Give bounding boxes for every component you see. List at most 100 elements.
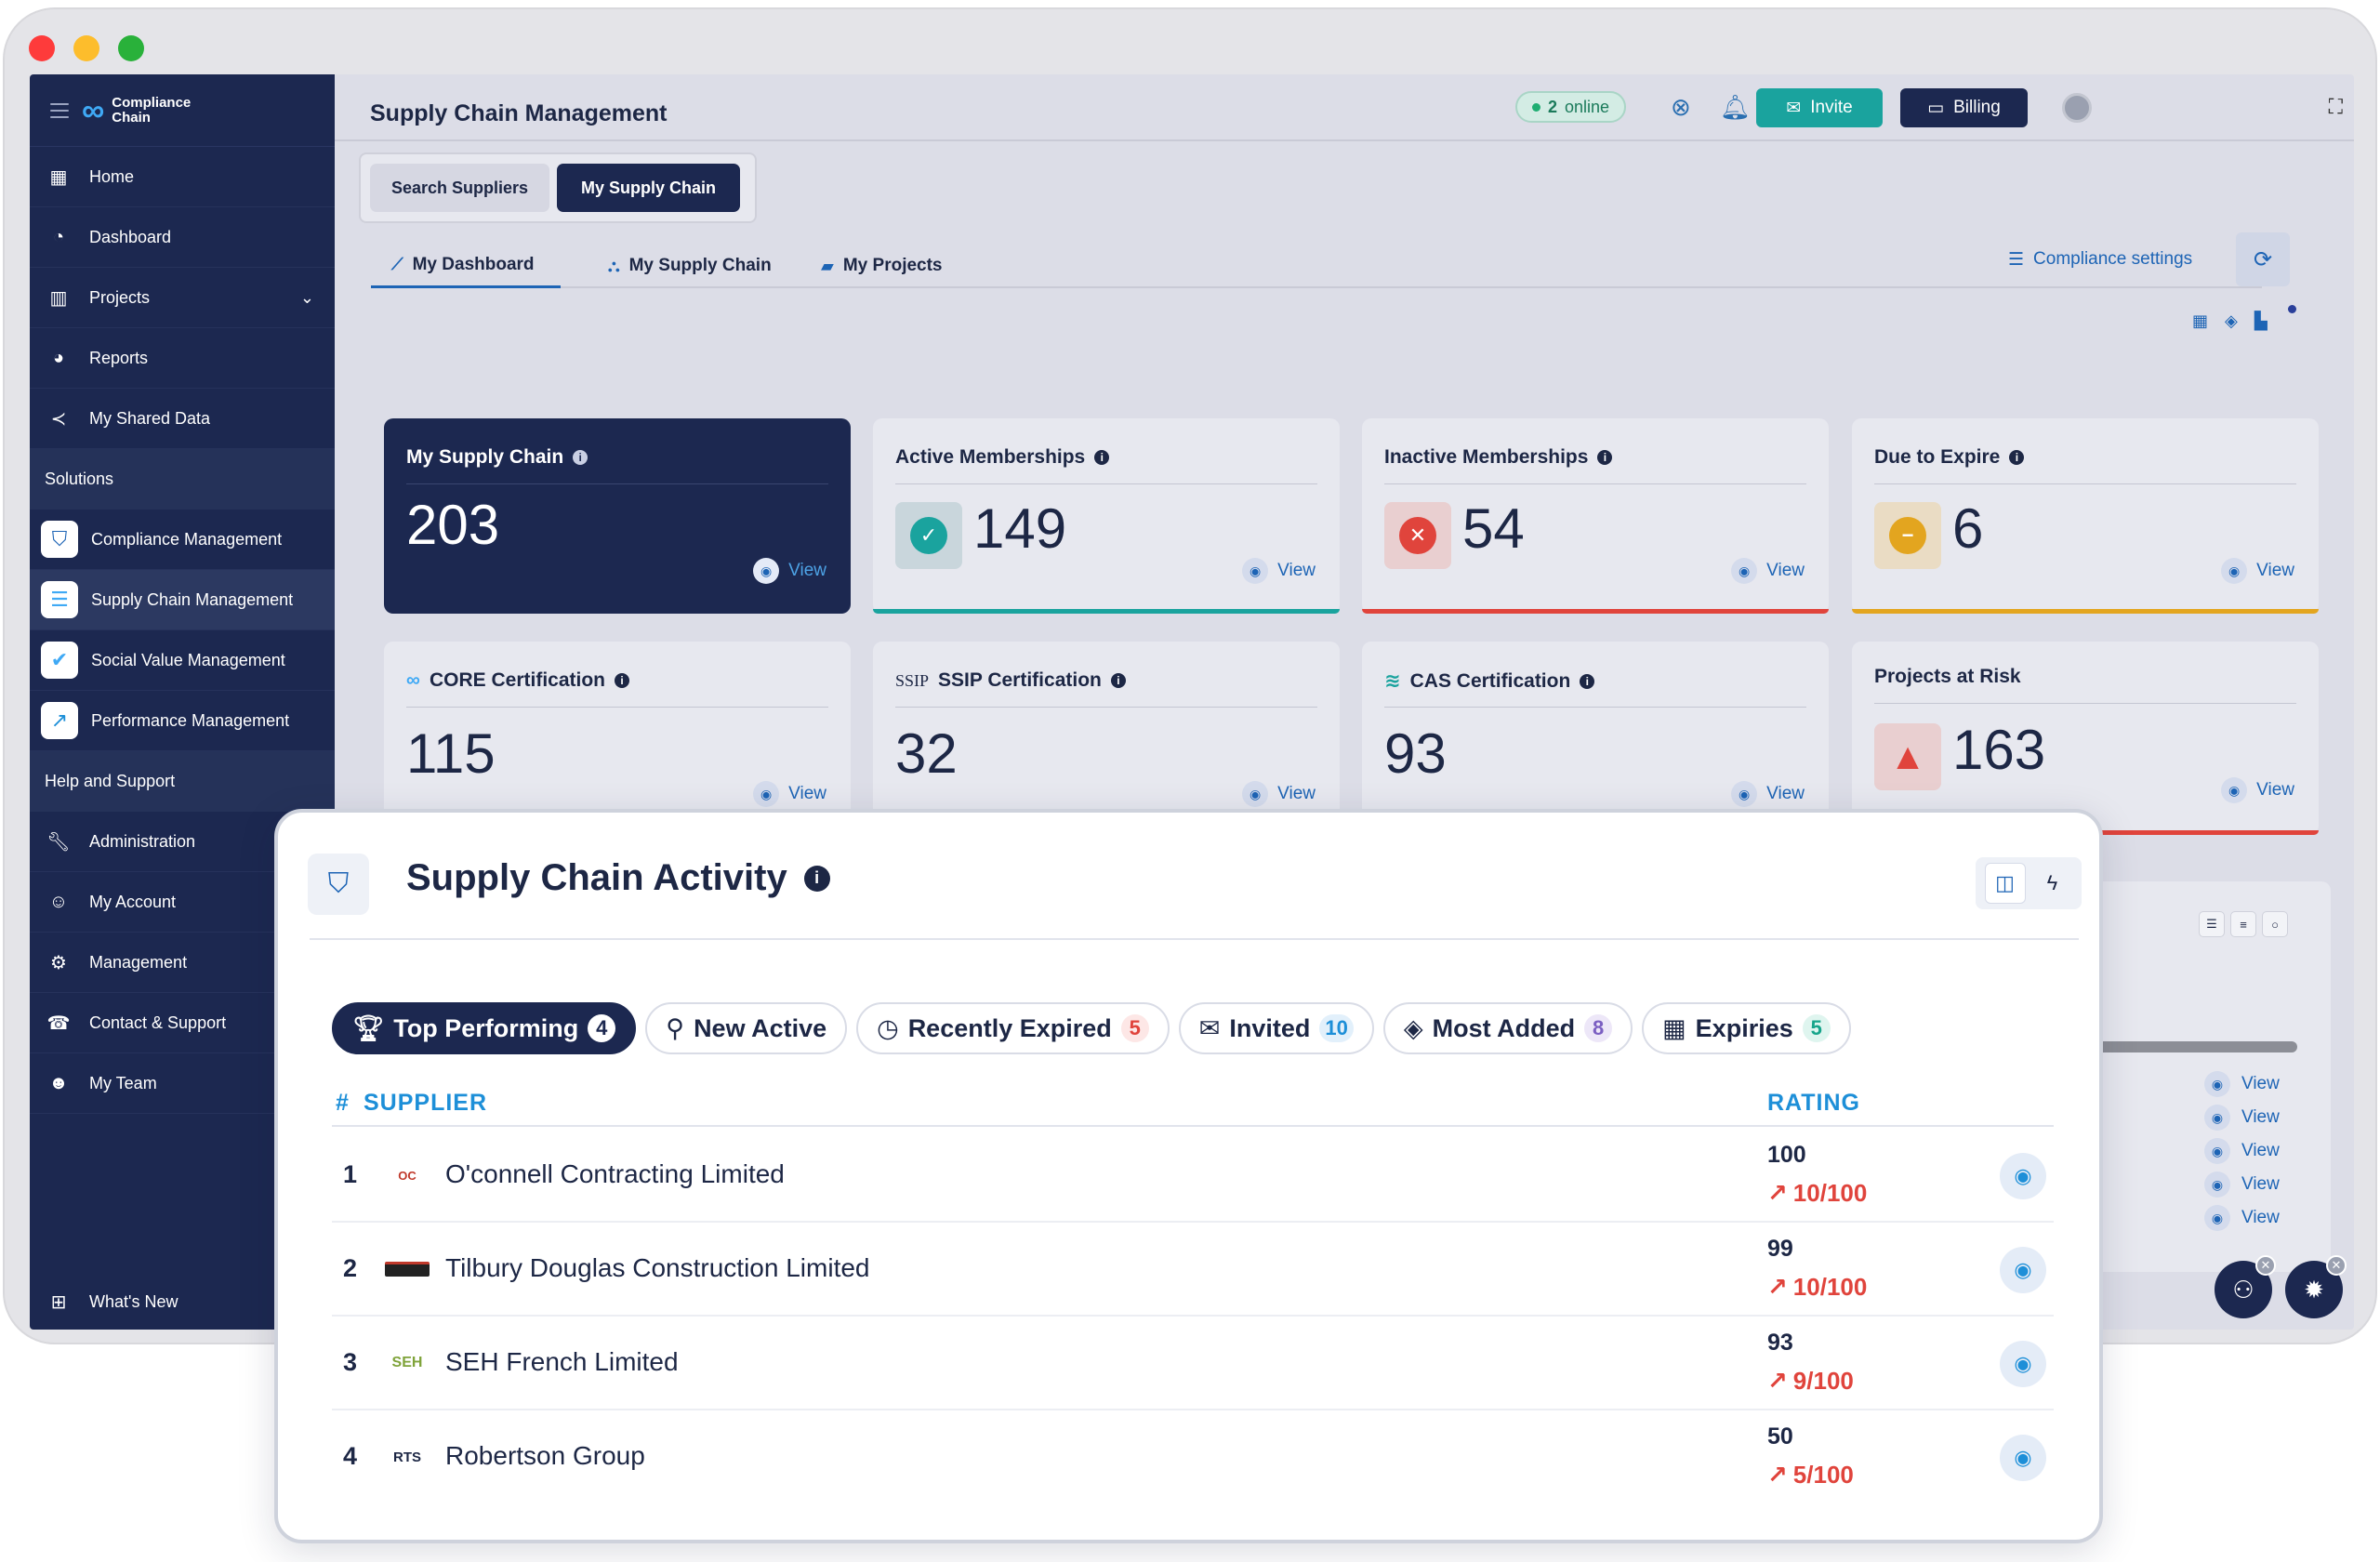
card-view-link[interactable]: ◉ View [1242, 781, 1316, 807]
chip-most-added[interactable]: ◈ Most Added 8 [1382, 1002, 1633, 1054]
chip-invited[interactable]: ✉ Invited 10 [1178, 1002, 1374, 1054]
compliance-settings-link[interactable]: ☰ Compliance settings [2008, 244, 2192, 275]
chip-recently-expired[interactable]: ◷ Recently Expired 5 [856, 1002, 1170, 1054]
minimize-window-button[interactable] [73, 35, 99, 61]
menu-toggle-icon[interactable] [50, 102, 69, 118]
card-view-link[interactable]: ◉ View [1731, 781, 1805, 807]
view-label: View [788, 561, 826, 580]
sidebar-item-reports[interactable]: ◕ Reports [30, 328, 335, 389]
sidebar-item-my-team[interactable]: ☻ My Team [30, 1053, 335, 1114]
bug-report-fab-button[interactable]: ✹ ✕ [2285, 1255, 2347, 1318]
card-my-supply-chain[interactable]: My Supply Chain i 203 ◉ View [384, 418, 851, 614]
background-view-link[interactable]: ◉ View [2204, 1138, 2280, 1164]
eye-icon: ◉ [2014, 1164, 2032, 1187]
sidebar-item-whats-new[interactable]: ⊞ What's New [30, 1274, 335, 1330]
card-view-link[interactable]: ◉ View [1731, 558, 1805, 584]
bell-icon[interactable]: 🔔︎ [1720, 93, 1752, 121]
solutions-heading: Solutions [30, 449, 335, 510]
chevron-down-icon[interactable]: ⌄ [299, 288, 314, 307]
info-icon[interactable]: i [615, 673, 630, 688]
table-row[interactable]: 2 Tilbury Douglas Construction Limited 9… [332, 1223, 2054, 1317]
columns-view-icon[interactable]: ◫ [1984, 863, 2026, 904]
background-view-link[interactable]: ◉ View [2204, 1105, 2280, 1131]
hierarchy-icon: ⛬ [608, 256, 620, 275]
info-icon[interactable]: i [573, 450, 588, 465]
lifebuoy-icon[interactable]: ⊗ [1671, 93, 1691, 121]
close-window-button[interactable] [29, 35, 55, 61]
tab-my-projects[interactable]: ▰ My Projects [821, 244, 943, 288]
invite-button[interactable]: ✉ Invite [1756, 88, 1883, 127]
supply-chain-icon: ☰ [41, 581, 78, 618]
sidebar-item-home[interactable]: ▦ Home [30, 147, 335, 207]
sidebar-item-my-account[interactable]: ☺ My Account [30, 872, 335, 933]
sidebar-item-projects[interactable]: ▥ Projects ⌄ [30, 268, 335, 328]
share-fab-button[interactable]: ⚇ ✕ [2215, 1255, 2276, 1318]
background-view-link[interactable]: ◉ View [2204, 1172, 2280, 1198]
sidebar-item-label: Social Value Management [91, 650, 285, 669]
logo-text: Compliance Chain [112, 95, 191, 126]
chip-top-performing[interactable]: 🏆︎ Top Performing 4 [332, 1002, 637, 1054]
card-inactive-memberships[interactable]: Inactive Memberships i ✕ 54 ◉ View [1362, 418, 1829, 614]
view-supplier-button[interactable]: ◉ [2000, 1435, 2046, 1481]
card-view-link[interactable]: ◉ View [2221, 558, 2294, 584]
card-due-to-expire[interactable]: Due to Expire i − 6 ◉ View [1852, 418, 2319, 614]
table-row[interactable]: 3 SEH SEH French Limited 93 ↗ 9/100 ◉ [332, 1317, 2054, 1410]
chip-new-active[interactable]: ⚲ New Active [645, 1002, 848, 1054]
view-supplier-button[interactable]: ◉ [2000, 1153, 2046, 1199]
supply-chain-activity-panel: ⛉ Supply Chain Activity i ◫ ϟ 🏆︎ Top Per… [274, 809, 2103, 1543]
sidebar-item-compliance-management[interactable]: ⛉ Compliance Management [30, 510, 335, 570]
table-row[interactable]: 4 RTS Robertson Group 50 ↗ 5/100 ◉ [332, 1410, 2054, 1504]
card-projects-at-risk[interactable]: Projects at Risk ▲ 163 ◉ View [1852, 642, 2319, 835]
sidebar-item-social-value-management[interactable]: ✔ Social Value Management [30, 630, 335, 691]
layers-icon[interactable]: ◈ [2225, 311, 2238, 330]
list-icon[interactable]: ☰ [2199, 911, 2225, 937]
card-view-link[interactable]: ◉ View [2221, 777, 2294, 803]
card-view-link[interactable]: ◉ View [1242, 558, 1316, 584]
tab-my-supply-chain[interactable]: ⛬ My Supply Chain [608, 244, 772, 288]
info-icon[interactable]: i [803, 865, 830, 892]
billing-button[interactable]: ▭ Billing [1900, 88, 2028, 127]
online-status-pill[interactable]: 2 online [1515, 91, 1627, 123]
info-icon[interactable]: i [1110, 673, 1126, 688]
table-row[interactable]: 1 OC O'connell Contracting Limited 100 ↗… [332, 1129, 2054, 1223]
card-view-link[interactable]: ◉ View [753, 558, 826, 584]
card-title: SSIP SSIP Certification i [895, 669, 1126, 692]
card-view-link[interactable]: ◉ View [753, 781, 826, 807]
maximize-window-button[interactable] [118, 35, 144, 61]
supplier-score: ↗ 10/100 [1767, 1179, 1867, 1208]
background-view-link[interactable]: ◉ View [2204, 1071, 2280, 1097]
align-icon[interactable]: ≡ [2230, 911, 2256, 937]
card-cas-certification[interactable]: ≋ CAS Certification i 93 ◉ View [1362, 642, 1829, 827]
check-icon: ✓ [910, 517, 947, 554]
fullscreen-icon[interactable]: ⛶ [2328, 95, 2343, 118]
sidebar-item-administration[interactable]: 🔧︎ Administration [30, 812, 335, 872]
info-icon[interactable]: i [1094, 450, 1110, 465]
view-supplier-button[interactable]: ◉ [2000, 1341, 2046, 1387]
close-icon[interactable]: ✕ [2326, 1255, 2347, 1276]
chart-view-icon[interactable]: ▙ [2254, 311, 2268, 330]
avatar[interactable] [2062, 93, 2092, 123]
sidebar-item-management[interactable]: ⚙ Management [30, 933, 335, 993]
chip-expiries[interactable]: ▦ Expiries 5 [1642, 1002, 1851, 1054]
card-ssip-certification[interactable]: SSIP SSIP Certification i 32 ◉ View [873, 642, 1340, 827]
card-core-certification[interactable]: ∞ CORE Certification i 115 ◉ View [384, 642, 851, 827]
info-icon[interactable]: i [1580, 673, 1595, 689]
sidebar-item-dashboard[interactable]: ◔ Dashboard [30, 207, 335, 268]
my-supply-chain-button[interactable]: My Supply Chain [557, 164, 740, 212]
tab-my-dashboard[interactable]: ⟋ My Dashboard [371, 244, 561, 288]
sidebar-item-shared-data[interactable]: ≺ My Shared Data [30, 389, 335, 449]
sidebar-item-performance-management[interactable]: ↗ Performance Management [30, 691, 335, 751]
lightning-icon[interactable]: ϟ [2046, 871, 2058, 894]
info-icon[interactable]: i [2009, 450, 2025, 465]
refresh-button[interactable]: ⟳ [2236, 232, 2290, 286]
sidebar-item-contact-support[interactable]: ☎ Contact & Support [30, 993, 335, 1053]
grid-view-icon[interactable]: ▦ [2192, 311, 2209, 330]
view-supplier-button[interactable]: ◉ [2000, 1247, 2046, 1293]
search-suppliers-button[interactable]: Search Suppliers [370, 164, 549, 212]
close-icon[interactable]: ✕ [2255, 1255, 2276, 1276]
info-icon[interactable]: i [1597, 450, 1613, 465]
card-active-memberships[interactable]: Active Memberships i ✓ 149 ◉ View [873, 418, 1340, 614]
background-view-link[interactable]: ◉ View [2204, 1205, 2280, 1231]
sidebar-item-supply-chain-management[interactable]: ☰ Supply Chain Management [30, 570, 335, 630]
circle-icon[interactable]: ○ [2262, 911, 2288, 937]
